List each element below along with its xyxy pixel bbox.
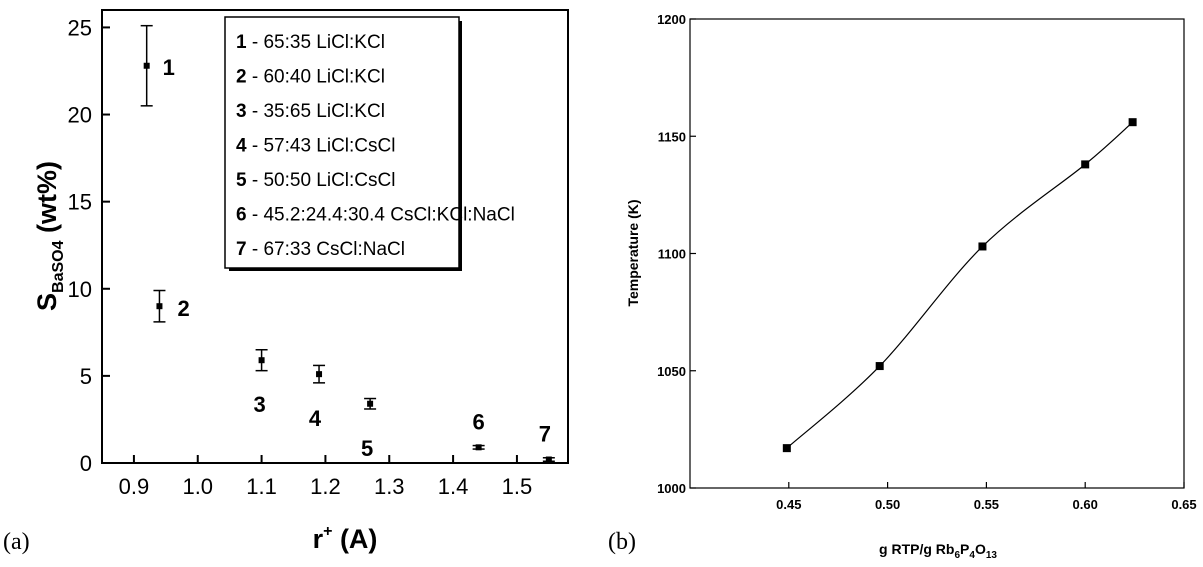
panel-a-legend-entry: 1 - 65:35 LiCl:KCl <box>236 32 385 53</box>
panel-a-y-tick-label: 10 <box>68 277 92 302</box>
panel-a-legend-shadow-bottom <box>229 268 462 271</box>
panel-a-x-tick-label: 0.9 <box>119 474 150 499</box>
panel-b-point-marker <box>1128 118 1137 127</box>
panel-a-point-label: 3 <box>253 392 265 417</box>
panel-a-point-marker <box>258 357 265 364</box>
panel-a-point-5 <box>364 397 377 410</box>
panel-b-data-points <box>782 118 1137 453</box>
panel-a-x-axis-title: r+ (A) <box>313 523 378 554</box>
panel-a-data-points <box>140 24 555 463</box>
panel-b-y-tick-label: 1100 <box>658 247 686 262</box>
panel-a-point-marker <box>545 456 552 463</box>
panel-b-y-ticks: 1000 1050 1100 1150 1200 <box>657 12 696 496</box>
panel-a-y-tick-label: 15 <box>68 190 92 215</box>
panel-a-point-label: 4 <box>309 406 322 431</box>
panel-b-x-tick-label: 0.65 <box>1171 497 1196 512</box>
panel-a-legend-rows: 1 - 65:35 LiCl:KCl 2 - 60:40 LiCl:KCl 3 - … <box>236 32 515 260</box>
panel-b-x-tick-label: 0.55 <box>974 497 999 512</box>
panel-a-point-label: 1 <box>163 55 175 80</box>
panel-a-y-ticks: 0 5 10 15 20 25 <box>68 15 110 476</box>
panel-a-point-1 <box>140 24 153 107</box>
panel-b-x-tick-label: 0.60 <box>1073 497 1098 512</box>
panel-b-axes-frame <box>689 18 1185 489</box>
panel-a-legend: 1 - 65:35 LiCl:KCl 2 - 60:40 LiCl:KCl 3 - … <box>224 16 515 271</box>
panel-a-point-label: 5 <box>361 436 373 461</box>
panel-a-y-tick-label: 5 <box>80 364 92 389</box>
panel-a-tag: (a) <box>3 529 30 555</box>
panel-a-point-marker <box>316 371 323 378</box>
panel-a-legend-entry: 3 - 35:65 LiCl:KCl <box>236 101 385 122</box>
panel-a-x-tick-label: 1.1 <box>246 474 277 499</box>
panel-a-legend-entry: 5 - 50:50 LiCl:CsCl <box>236 170 395 191</box>
panel-a-x-tick-label: 1.2 <box>310 474 341 499</box>
panel-a-x-tick-label: 1.0 <box>182 474 213 499</box>
panel-b-y-tick-label: 1050 <box>657 364 686 379</box>
panel-b-chart: 1000 1050 1100 1150 1200 0.45 0.50 0.55 0.60 0.6… <box>608 12 1197 561</box>
panel-a-y-tick-label: 20 <box>68 103 92 128</box>
panel-b-x-axis-title: g RTP/g Rb6P4O13 <box>879 541 997 561</box>
panel-a-point-7 <box>542 456 555 463</box>
panel-b-x-tick-label: 0.50 <box>875 497 900 512</box>
panel-a-point-marker <box>367 400 374 407</box>
panel-b-y-axis-title: Temperature (K) <box>625 199 641 306</box>
panel-a-point-2 <box>153 289 166 323</box>
panel-a-legend-entry: 7 - 67:33 CsCl:NaCl <box>236 239 405 260</box>
panel-a-x-tick-label: 1.5 <box>502 474 533 499</box>
panel-b-point-marker <box>978 242 987 251</box>
panel-a-point-6 <box>472 444 485 451</box>
panel-a-x-ticks: 0.9 1.0 1.1 1.2 1.3 1.4 1.5 <box>119 455 533 499</box>
panel-a-legend-shadow-right <box>459 21 462 271</box>
panel-a-y-tick-label: 25 <box>68 15 92 40</box>
panel-a-x-tick-label: 1.3 <box>374 474 405 499</box>
panel-a-point-labels: 1 2 3 4 5 6 7 <box>163 55 551 461</box>
panel-a-point-marker <box>475 444 482 451</box>
panel-b-point-marker <box>1081 160 1090 169</box>
panel-a-y-axis-title: SBaSO4 (wt%) <box>32 161 67 311</box>
panel-a-point-4 <box>313 364 326 384</box>
panel-a-x-tick-label: 1.4 <box>438 474 469 499</box>
panel-a-legend-box <box>224 16 460 269</box>
panel-a-chart: 0 5 10 15 20 25 0.9 1.0 1.1 1.2 1.3 1.4 1.5 1 2 3 4 5 6 7… <box>3 9 569 555</box>
panel-b-point-marker <box>782 444 791 453</box>
panel-a-legend-entry: 6 - 45.2:24.4:30.4 CsCl:KCl:NaCl <box>236 205 515 226</box>
panel-b-y-tick-label: 1200 <box>657 12 686 27</box>
panel-a-y-tick-label: 0 <box>80 451 92 476</box>
panel-b-point-marker <box>875 362 884 371</box>
panel-b-x-tick-label: 0.45 <box>776 497 801 512</box>
panel-a-axes-frame <box>101 9 569 464</box>
panel-a-point-label: 2 <box>177 296 189 321</box>
panel-a-legend-entry: 4 - 57:43 LiCl:CsCl <box>236 136 395 157</box>
panel-a-point-label: 6 <box>473 409 485 434</box>
panel-a-point-marker <box>156 303 163 310</box>
panel-b-y-tick-label: 1000 <box>657 481 686 496</box>
panel-a-legend-entry: 2 - 60:40 LiCl:KCl <box>236 67 385 88</box>
panel-b-x-ticks: 0.45 0.50 0.55 0.60 0.65 <box>776 482 1197 512</box>
panel-b-tag: (b) <box>608 529 636 555</box>
panel-b-y-tick-label: 1150 <box>658 129 686 144</box>
panel-a-point-marker <box>143 62 150 69</box>
panel-b-series-line <box>786 121 1134 449</box>
panel-a-point-label: 7 <box>539 422 551 447</box>
panel-a-point-3 <box>255 349 268 372</box>
